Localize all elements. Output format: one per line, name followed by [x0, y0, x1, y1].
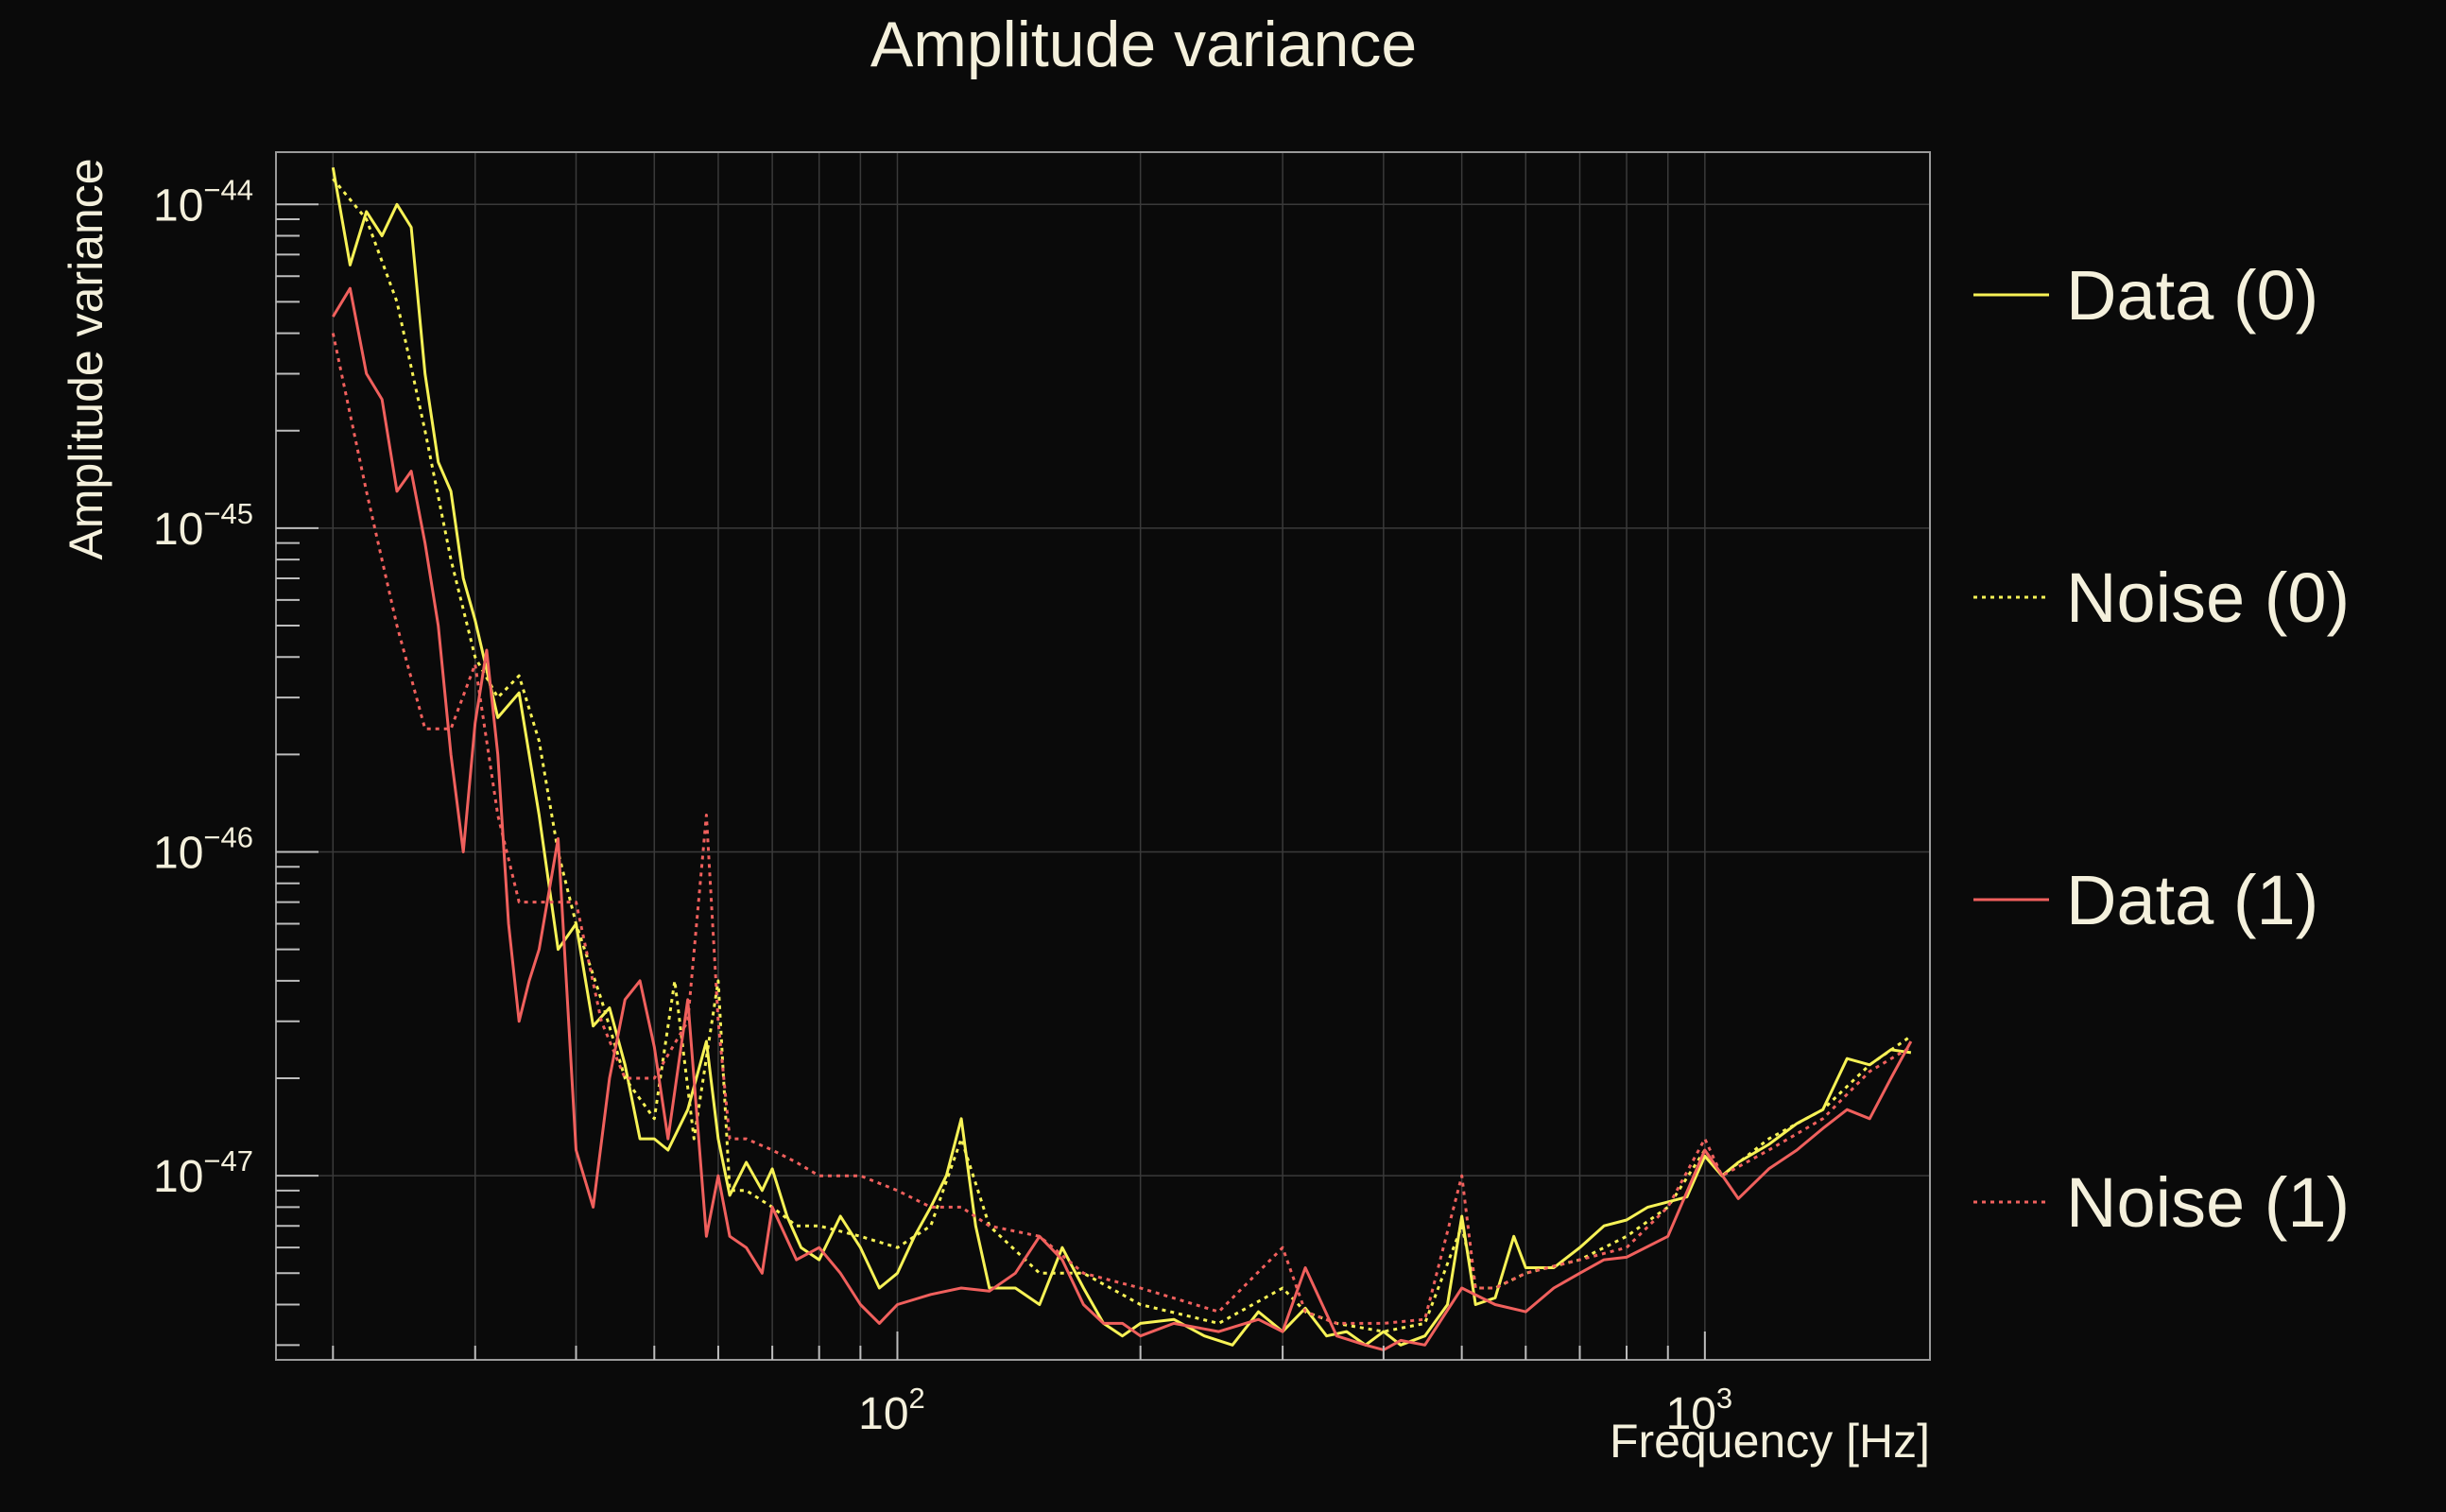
- x-tick-label: 102: [858, 1382, 925, 1439]
- plot-frame: [275, 151, 1931, 1361]
- series-line-2: [332, 286, 1913, 1351]
- y-tick-label: 10−45: [153, 497, 253, 555]
- legend-label-2: Data (1): [2066, 861, 2318, 939]
- x-tick-label: 103: [1666, 1382, 1733, 1439]
- axis-ticks: [276, 203, 1706, 1360]
- y-tick-label: 10−44: [153, 173, 253, 231]
- y-tick-label: 10−47: [153, 1144, 253, 1202]
- y-axis-label: Amplitude variance: [60, 158, 112, 559]
- legend-label-1: Noise (0): [2066, 558, 2350, 637]
- legend: Data (0) Noise (0) Data (1) Noise (1): [1973, 256, 2350, 1242]
- x-axis-label: Frequency [Hz]: [1610, 1415, 1930, 1468]
- y-tick-label: 10−46: [153, 821, 253, 879]
- chart-title: Amplitude variance: [870, 9, 1417, 80]
- legend-label-0: Data (0): [2066, 256, 2318, 335]
- series-line-0: [331, 166, 1912, 1347]
- series-lines: [331, 166, 1913, 1351]
- legend-label-3: Noise (1): [2066, 1163, 2350, 1242]
- series-line-3: [331, 333, 1912, 1325]
- grid-lines: [276, 152, 1930, 1360]
- tick-labels: 10−44 10−45 10−46 10−47 102 103: [153, 173, 1732, 1439]
